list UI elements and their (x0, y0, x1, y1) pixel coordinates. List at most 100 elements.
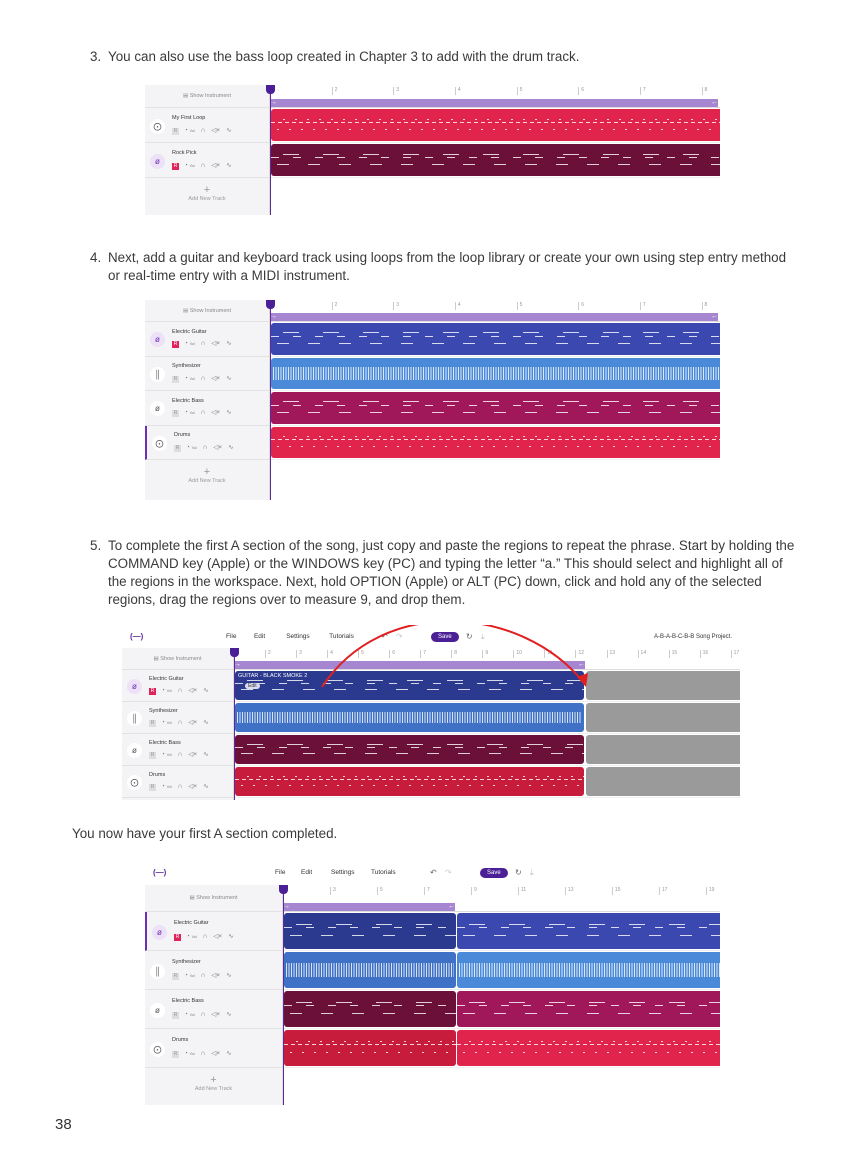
mute-icon[interactable]: ◁× (188, 687, 198, 694)
record-arm-button[interactable]: R (172, 410, 179, 418)
track-header[interactable]: ø Electric Bass R ◔ Vol ∩ ◁× ∿ (122, 734, 233, 766)
redo-icon[interactable]: ↷ (445, 868, 452, 877)
mute-icon[interactable]: ◁× (188, 783, 198, 790)
audio-region[interactable] (284, 1030, 456, 1066)
automation-icon[interactable]: ∿ (226, 1049, 232, 1057)
headphones-icon[interactable]: ∩ (200, 340, 206, 348)
track-header[interactable]: ø Electric Bass R ◔ Vol ∩ ◁× ∿ (145, 391, 269, 426)
volume-knob[interactable]: ◔ (186, 443, 192, 451)
menu-tutorials[interactable]: Tutorials (329, 633, 354, 640)
undo-icon[interactable]: ↶ (381, 632, 388, 641)
download-icon[interactable]: ⤓ (530, 867, 534, 877)
record-arm-button[interactable]: R (149, 784, 156, 791)
automation-icon[interactable]: ∿ (226, 126, 232, 134)
audio-region[interactable] (235, 767, 584, 796)
add-new-track-button[interactable]: + Add New Track (145, 466, 269, 484)
mute-icon[interactable]: ◁× (211, 409, 221, 417)
automation-icon[interactable]: ∿ (228, 932, 234, 940)
track-header[interactable]: ø Rock Pick R ◔ Vol ∩ ◁× ∿ (145, 143, 269, 178)
headphones-icon[interactable]: ∩ (200, 1010, 206, 1018)
automation-icon[interactable]: ∿ (228, 443, 234, 451)
headphones-icon[interactable]: ∩ (200, 161, 206, 169)
show-instrument-button[interactable]: ▤ Show Instrument (122, 648, 233, 670)
volume-knob[interactable]: ◔ (161, 687, 167, 694)
playhead[interactable] (230, 648, 239, 800)
volume-knob[interactable]: ◔ (186, 932, 192, 940)
mute-icon[interactable]: ◁× (213, 443, 223, 451)
add-new-track-button[interactable]: + Add New Track (145, 1074, 282, 1092)
save-button[interactable]: Save (480, 867, 508, 878)
record-arm-button[interactable]: R (172, 1011, 179, 1019)
loop-region-bar[interactable]: → ← (270, 313, 718, 321)
loop-region-bar[interactable]: → ← (270, 99, 718, 107)
headphones-icon[interactable]: ∩ (177, 783, 183, 790)
show-instrument-button[interactable]: ▤ Show Instrument (145, 85, 269, 108)
headphones-icon[interactable]: ∩ (200, 409, 206, 417)
audio-region[interactable]: GUITAR - BLACK SMOKE 2 Edit (235, 671, 584, 700)
automation-icon[interactable]: ∿ (226, 1010, 232, 1018)
loop-region-bar[interactable]: → ← (234, 661, 585, 669)
volume-knob[interactable]: ◔ (161, 783, 167, 790)
playhead[interactable] (279, 885, 288, 1105)
record-arm-button[interactable]: R (149, 720, 156, 727)
save-button[interactable]: Save (431, 631, 459, 642)
track-header[interactable]: ║ Synthesizer R ◔ Vol ∩ ◁× ∿ (122, 702, 233, 734)
menu-tutorials[interactable]: Tutorials (371, 869, 396, 876)
mute-icon[interactable]: ◁× (211, 126, 221, 134)
audio-region[interactable] (271, 323, 720, 355)
headphones-icon[interactable]: ∩ (177, 687, 183, 694)
mute-icon[interactable]: ◁× (211, 971, 221, 979)
record-arm-button[interactable]: R (149, 752, 156, 759)
undo-icon[interactable]: ↶ (430, 868, 437, 877)
menu-settings[interactable]: Settings (286, 633, 310, 640)
mute-icon[interactable]: ◁× (188, 719, 198, 726)
automation-icon[interactable]: ∿ (226, 971, 232, 979)
record-arm-button[interactable]: R (149, 688, 156, 695)
volume-knob[interactable]: ◔ (184, 971, 190, 979)
mute-icon[interactable]: ◁× (213, 932, 223, 940)
volume-knob[interactable]: ◔ (184, 409, 190, 417)
record-arm-button[interactable]: R (172, 127, 179, 135)
record-arm-button[interactable]: R (172, 341, 179, 349)
record-arm-button[interactable]: R (172, 162, 179, 170)
headphones-icon[interactable]: ∩ (200, 1049, 206, 1057)
volume-knob[interactable]: ◔ (161, 751, 167, 758)
track-header[interactable]: ⨀ Drums R ◔ Vol ∩ ◁× ∿ (122, 766, 233, 798)
track-header[interactable]: ║ Synthesizer R ◔ Vol ∩ ◁× ∿ (145, 356, 269, 391)
automation-icon[interactable]: ∿ (203, 783, 209, 790)
headphones-icon[interactable]: ∩ (200, 971, 206, 979)
menu-settings[interactable]: Settings (331, 869, 355, 876)
loop-region-bar[interactable]: → ← (283, 903, 455, 911)
menu-edit[interactable]: Edit (301, 869, 313, 876)
download-icon[interactable]: ⤓ (481, 631, 485, 641)
track-header[interactable]: ø Electric Guitar R ◔ Vol ∩ ◁× ∿ (122, 670, 233, 702)
automation-icon[interactable]: ∿ (203, 719, 209, 726)
headphones-icon[interactable]: ∩ (177, 719, 183, 726)
automation-icon[interactable]: ∿ (226, 374, 232, 382)
menu-edit[interactable]: Edit (253, 633, 266, 640)
audio-region[interactable] (271, 109, 720, 141)
volume-knob[interactable]: ◔ (184, 126, 190, 134)
mute-icon[interactable]: ◁× (211, 1049, 221, 1057)
automation-icon[interactable]: ∿ (226, 161, 232, 169)
headphones-icon[interactable]: ∩ (200, 126, 206, 134)
audio-region[interactable] (235, 735, 584, 764)
headphones-icon[interactable]: ∩ (202, 932, 208, 940)
audio-region[interactable] (457, 991, 720, 1027)
mute-icon[interactable]: ◁× (211, 374, 221, 382)
track-header[interactable]: ⨀ Drums R ◔ Vol ∩ ◁× ∿ (145, 425, 269, 460)
audio-region[interactable] (284, 952, 456, 988)
record-arm-button[interactable]: R (174, 444, 181, 452)
menu-file[interactable]: File (275, 869, 286, 876)
volume-knob[interactable]: ◔ (184, 340, 190, 348)
automation-icon[interactable]: ∿ (203, 751, 209, 758)
audio-region[interactable] (271, 144, 720, 176)
automation-icon[interactable]: ∿ (226, 409, 232, 417)
volume-knob[interactable]: ◔ (184, 1049, 190, 1057)
volume-knob[interactable]: ◔ (161, 719, 167, 726)
track-header[interactable]: ø Electric Bass R ◔ Vol ∩ ◁× ∿ (145, 990, 282, 1029)
volume-knob[interactable]: ◔ (184, 1010, 190, 1018)
track-header[interactable]: ⨀ My First Loop R ◔ Vol ∩ ◁× ∿ (145, 108, 269, 143)
audio-region[interactable] (271, 426, 720, 458)
track-header[interactable]: ║ Synthesizer R ◔ Vol ∩ ◁× ∿ (145, 951, 282, 990)
